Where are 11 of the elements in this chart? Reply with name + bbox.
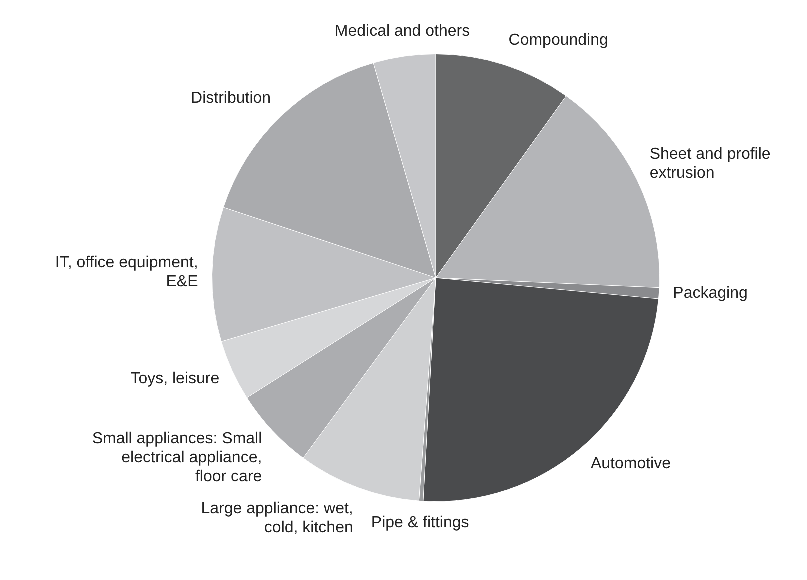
slice-label: Small appliances: Small electrical appliance, floor care — [92, 430, 262, 486]
slice-label: Toys, leisure — [130, 370, 220, 388]
slice-label: Compounding — [508, 32, 608, 50]
slice-label: Packaging — [673, 284, 748, 302]
slice-label: IT, office equipment, E&E — [55, 254, 198, 290]
slice-label: Distribution — [191, 90, 272, 107]
slice-label: Sheet and profile extrusion — [650, 146, 771, 182]
slice-label: Pipe & fittings — [371, 514, 470, 532]
slice-label: Medical and others — [334, 23, 470, 40]
slice-label: Large appliance: wet, cold, kitchen — [201, 500, 354, 536]
slice-label: Automotive — [590, 455, 672, 472]
